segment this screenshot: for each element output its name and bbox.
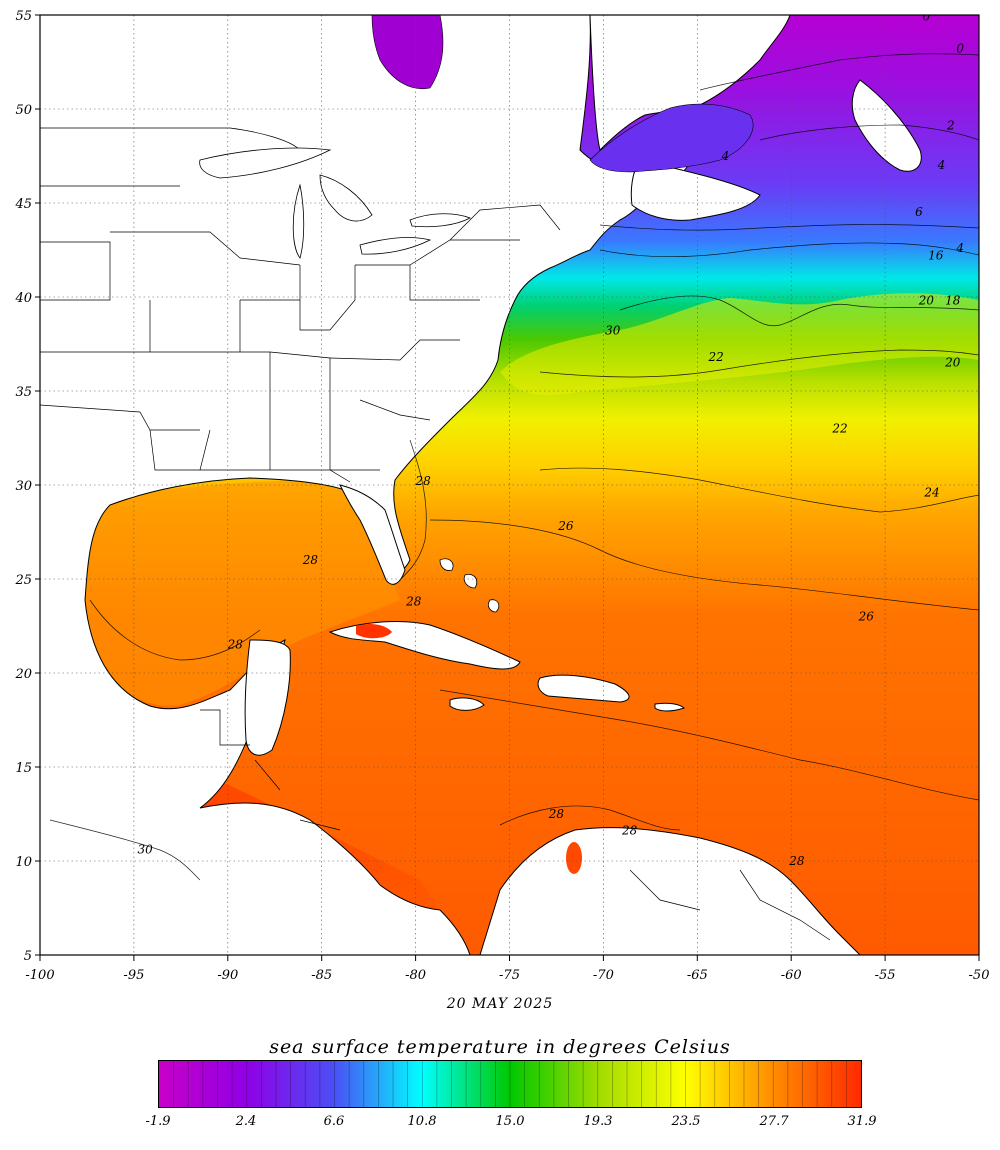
legend-title: sea surface temperature in degrees Celsi… (269, 1036, 731, 1058)
contour-label: 28 (414, 474, 431, 488)
legend-tick-label: 10.8 (407, 1114, 437, 1129)
lon-tick-label: -75 (499, 968, 520, 983)
lon-tick-label: -100 (25, 968, 54, 983)
lon-tick-label: -70 (593, 968, 614, 983)
lat-tick-label: 20 (14, 667, 32, 682)
legend-tick-label: 19.3 (583, 1114, 613, 1129)
contour-label: 28 (548, 807, 565, 821)
legend-tick-label: -1.9 (145, 1114, 171, 1129)
lat-tick-label: 30 (15, 479, 32, 494)
contour-label: 4 (955, 241, 964, 255)
lake-maracaibo (566, 842, 582, 874)
lat-tick-label: 45 (14, 197, 32, 212)
contour-label: 20 (944, 356, 961, 370)
color-scale-ticks: -1.9 2.4 6.6 10.8 15.0 19.3 23.5 27.7 31.9 (145, 1114, 876, 1134)
contour-label: 16 (928, 248, 944, 262)
florida-peninsula (339, 484, 406, 585)
lon-tick-label: -95 (123, 968, 144, 983)
contour-label: 30 (605, 324, 621, 338)
contour-label: 24 (923, 485, 939, 499)
contour-label: 2 (946, 119, 955, 133)
sst-contours (49, 53, 979, 881)
contour-label: 22 (831, 421, 847, 435)
contour-label: 26 (557, 519, 574, 533)
central-america-land (244, 639, 291, 756)
bahamas-islands (439, 558, 500, 613)
nova-scotia-land (630, 159, 761, 221)
lon-tick-label: -65 (687, 968, 708, 983)
political-boundaries (40, 127, 831, 941)
newfoundland-land (851, 79, 922, 172)
legend-tick-label: 15.0 (495, 1114, 525, 1129)
contour-label: 28 (227, 638, 244, 652)
lon-tick-label: -50 (969, 968, 990, 983)
lat-lon-grid (40, 15, 979, 955)
lat-tick-label: 55 (15, 9, 32, 24)
great-lakes (199, 147, 471, 259)
gulf-st-lawrence-water (589, 103, 754, 173)
contour-label: 4 (721, 149, 730, 163)
contour-label: 22 (707, 350, 723, 364)
contour-label: 28 (405, 594, 422, 608)
legend-tick-label: 6.6 (323, 1114, 345, 1129)
lon-tick-label: -55 (875, 968, 896, 983)
contour-label: 28 (302, 553, 319, 567)
latitude-axis: 55 50 45 40 35 30 25 20 15 10 5 (14, 9, 40, 964)
lat-tick-label: 10 (15, 855, 32, 870)
gulf-stream-warm-band (500, 293, 979, 396)
lat-tick-label: 15 (15, 761, 32, 776)
longitude-axis: -100 -95 -90 -85 -80 -75 -70 -65 -60 -55 -50 (25, 955, 989, 983)
contour-label: 0 (956, 42, 964, 56)
lat-tick-label: 50 (15, 103, 32, 118)
hudson-bay-water (371, 15, 444, 90)
lat-tick-label: 5 (24, 949, 32, 964)
date-label: 20 MAY 2025 (446, 996, 554, 1012)
legend-tick-label: 2.4 (235, 1114, 257, 1129)
lon-tick-label: -80 (405, 968, 426, 983)
contour-label: 30 (138, 842, 154, 856)
contour-label: 20 (918, 294, 935, 308)
legend-tick-label: 23.5 (671, 1114, 701, 1129)
legend-tick-label: 31.9 (847, 1114, 877, 1129)
lat-tick-label: 25 (14, 573, 32, 588)
hispaniola-island (537, 674, 630, 703)
lon-tick-label: -60 (781, 968, 802, 983)
lat-tick-label: 40 (14, 291, 32, 306)
contour-label: 0 (923, 10, 931, 24)
jamaica-island (449, 697, 485, 711)
contour-label: 4 (937, 158, 946, 172)
contour-label: 28 (788, 854, 805, 868)
color-scale-bar (158, 1060, 862, 1108)
contour-label: 6 (915, 205, 923, 219)
legend-tick-label: 27.7 (759, 1114, 789, 1129)
contour-label: 18 (945, 294, 961, 308)
lon-tick-label: -85 (311, 968, 332, 983)
contour-label: 28 (621, 824, 638, 838)
gulf-of-mexico-tint (85, 480, 400, 706)
cuba-warm-spot (356, 624, 392, 639)
contour-label: 26 (858, 609, 875, 623)
lon-tick-label: -90 (217, 968, 238, 983)
lat-tick-label: 35 (15, 385, 32, 400)
puerto-rico-island (654, 702, 685, 712)
